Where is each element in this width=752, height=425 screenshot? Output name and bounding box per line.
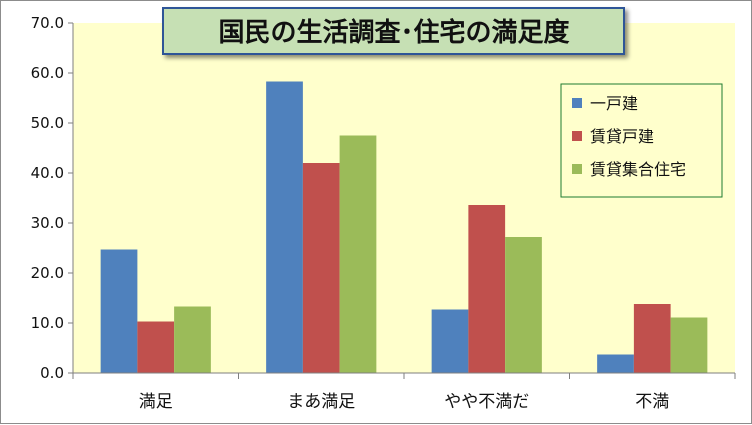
x-category-label: 不満: [635, 392, 669, 412]
y-tick-label: 40.0: [31, 164, 64, 182]
bar: [597, 354, 634, 373]
y-tick-label: 20.0: [31, 264, 64, 282]
bar: [468, 205, 506, 373]
bar: [137, 321, 175, 373]
y-tick-label: 0.0: [40, 364, 64, 382]
bars: [100, 81, 708, 373]
bar: [100, 249, 138, 373]
bar: [266, 81, 303, 373]
bar: [339, 135, 377, 373]
bar: [670, 317, 708, 373]
legend-swatch: [572, 131, 582, 141]
bar: [505, 237, 542, 373]
legend-label: 一戸建: [590, 94, 638, 113]
chart-title-box: 国民の生活調査･住宅の満足度: [162, 7, 625, 55]
y-axis: 0.0 10.0 20.0 30.0 40.0 50.0 60.0 70.0: [31, 14, 74, 382]
legend-label: 賃貸戸建: [590, 127, 654, 146]
legend-swatch: [572, 98, 582, 108]
chart-title: 国民の生活調査･住宅の満足度: [218, 17, 569, 48]
bar: [174, 306, 211, 373]
y-tick-label: 50.0: [31, 114, 64, 132]
y-tick-label: 10.0: [31, 314, 64, 332]
legend-label: 賃貸集合住宅: [590, 160, 686, 179]
y-tick-label: 30.0: [31, 214, 64, 232]
bar: [431, 309, 469, 373]
y-tick-label: 60.0: [31, 64, 64, 82]
x-axis: 満足 まあ満足 やや不満だ 不満: [72, 372, 736, 412]
bar: [302, 163, 340, 373]
legend-swatch: [572, 164, 582, 174]
x-category-label: まあ満足: [287, 392, 355, 412]
y-tick-label: 70.0: [31, 14, 64, 32]
x-category-label: やや不満だ: [444, 392, 529, 412]
bar: [633, 304, 671, 373]
x-category-label: 満足: [139, 392, 173, 412]
